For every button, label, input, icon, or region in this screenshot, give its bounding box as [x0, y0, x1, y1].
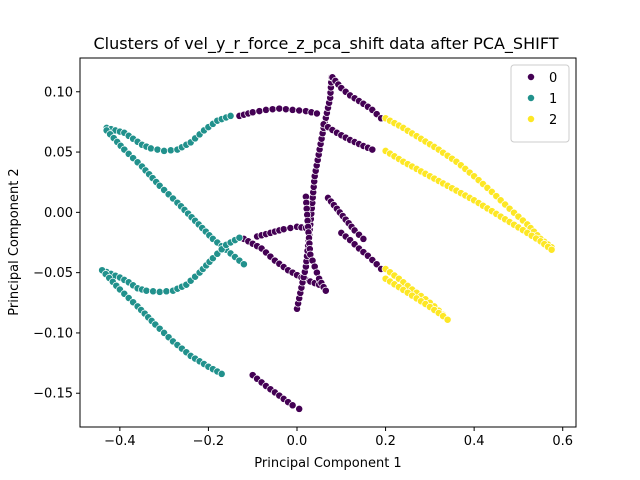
point-cluster-1	[235, 233, 244, 242]
point-cluster-1	[166, 146, 175, 155]
point-cluster-0	[288, 401, 297, 410]
point-cluster-0	[312, 109, 321, 118]
legend: 0 1 2	[510, 64, 570, 143]
x-tick-label: 0.6	[552, 434, 573, 449]
point-cluster-0	[368, 145, 377, 154]
y-tick-label: −0.05	[33, 266, 73, 281]
point-cluster-0	[255, 107, 264, 116]
x-axis: −0.4 −0.2 0.0 0.2 0.4 0.6	[104, 427, 573, 449]
point-cluster-0	[279, 225, 288, 234]
scatter-points	[98, 73, 556, 413]
point-cluster-0	[286, 224, 295, 232]
point-cluster-1	[142, 286, 151, 295]
legend-frame	[510, 64, 570, 143]
legend-marker-1	[527, 94, 535, 102]
x-tick-label: −0.4	[104, 434, 136, 449]
plot-frame	[79, 57, 577, 428]
x-tick-label: 0.0	[287, 434, 308, 449]
y-tick-label: 0.10	[44, 85, 73, 100]
legend-marker-0	[527, 73, 535, 81]
x-tick-label: −0.2	[193, 434, 225, 449]
y-tick-label: −0.15	[33, 387, 73, 402]
legend-label-1: 1	[549, 92, 557, 107]
point-cluster-0	[268, 105, 277, 114]
point-cluster-1	[160, 146, 169, 155]
y-tick-label: −0.10	[33, 326, 73, 341]
x-tick-label: 0.4	[464, 434, 485, 449]
legend-marker-2	[527, 115, 535, 123]
y-axis: −0.15 −0.10 −0.05 0.00 0.05 0.10	[33, 85, 80, 402]
point-cluster-2	[547, 245, 556, 254]
point-cluster-0	[295, 106, 304, 115]
point-cluster-0	[295, 404, 304, 413]
point-cluster-2	[443, 315, 452, 324]
point-cluster-0	[372, 260, 381, 269]
x-tick-label: 0.2	[375, 434, 396, 449]
y-tick-label: 0.05	[44, 146, 73, 161]
point-cluster-0	[288, 105, 297, 114]
point-cluster-1	[217, 369, 226, 378]
point-cluster-1	[226, 111, 235, 120]
point-cluster-1	[162, 287, 171, 296]
point-cluster-0	[281, 105, 290, 114]
point-cluster-1	[146, 144, 155, 153]
point-cluster-1	[153, 145, 162, 154]
x-axis-label: Principal Component 1	[254, 456, 401, 471]
legend-label-0: 0	[549, 71, 557, 86]
y-axis-label: Principal Component 2	[7, 168, 22, 315]
point-cluster-1	[155, 287, 164, 296]
point-cluster-0	[321, 286, 330, 295]
point-cluster-0	[275, 104, 284, 113]
y-tick-label: 0.00	[44, 206, 73, 221]
chart-title: Clusters of vel_y_r_force_z_pca_shift da…	[93, 34, 558, 54]
point-cluster-0	[248, 108, 257, 117]
point-cluster-0	[262, 105, 270, 114]
point-cluster-1	[239, 260, 248, 269]
point-cluster-0	[359, 234, 368, 243]
point-cluster-1	[149, 287, 158, 296]
legend-label-2: 2	[549, 113, 557, 128]
